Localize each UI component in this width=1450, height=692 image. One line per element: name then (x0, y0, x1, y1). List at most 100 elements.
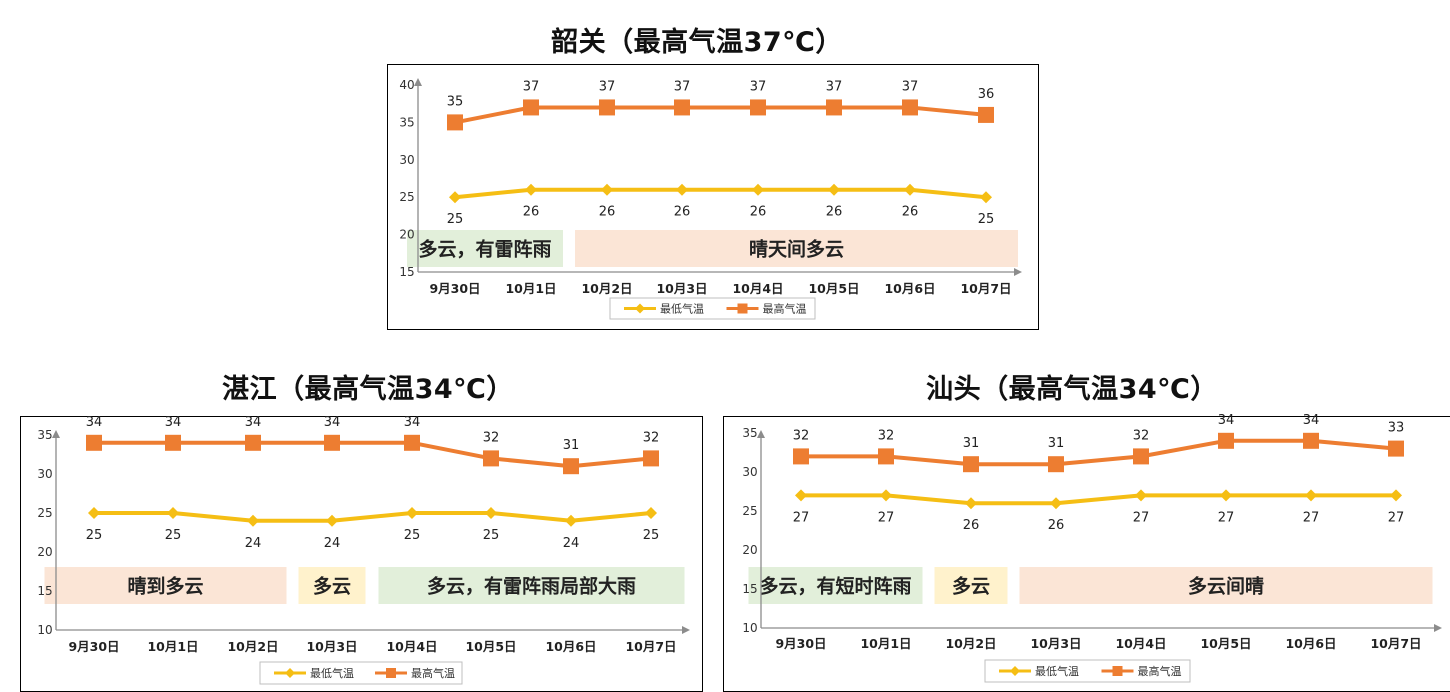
data-label: 32 (643, 430, 660, 445)
weather-band-bg (298, 567, 366, 604)
y-axis-arrow (52, 430, 60, 438)
y-tick-label: 30 (399, 153, 414, 167)
data-label: 25 (978, 212, 995, 227)
data-point (406, 507, 418, 519)
y-tick-label: 15 (37, 584, 52, 598)
weather-band-label: 多云，有雷阵雨局部大雨 (427, 575, 636, 598)
legend-item: 最低气温 (274, 666, 354, 680)
series-line (801, 438, 1397, 467)
data-point (449, 191, 461, 204)
x-tick-label: 10月4日 (386, 639, 437, 654)
data-point (167, 507, 179, 519)
data-point (965, 497, 977, 510)
data-point (752, 183, 764, 196)
data-label: 24 (324, 536, 341, 551)
x-axis-arrow (1434, 624, 1442, 632)
data-point (245, 434, 261, 451)
data-label: 26 (826, 205, 843, 220)
legend-label: 最低气温 (660, 302, 704, 316)
legend-item: 最低气温 (624, 302, 704, 316)
data-label: 26 (674, 205, 691, 220)
series-min-temp: 27 27 26 26 27 27 27 27 (793, 489, 1404, 533)
legend-box (609, 297, 816, 320)
legend-marker (737, 303, 748, 314)
data-point (645, 507, 657, 519)
data-label: 26 (523, 205, 540, 220)
series-line (454, 105, 987, 125)
weather-band-label: 多云 (313, 575, 351, 598)
data-point (1050, 497, 1062, 510)
data-label: 32 (793, 428, 810, 443)
data-point (86, 434, 102, 451)
weather-band: 多云，有雷阵雨 (407, 230, 563, 267)
legend-label: 最高气温 (763, 302, 807, 316)
data-label: 27 (878, 510, 895, 525)
data-label: 37 (826, 79, 843, 94)
data-point (878, 448, 894, 465)
data-label: 25 (483, 528, 500, 543)
weather-band-bg (934, 567, 1008, 604)
x-axis-arrow (1014, 268, 1022, 276)
y-tick-label: 35 (742, 426, 757, 440)
weather-band: 多云 (934, 567, 1008, 604)
data-label: 25 (404, 528, 421, 543)
data-point (1135, 489, 1147, 502)
data-point (404, 434, 420, 451)
x-tick-label: 10月6日 (884, 281, 935, 296)
weather-band-bg (44, 567, 287, 604)
data-label: 37 (902, 79, 919, 94)
data-label: 27 (1133, 510, 1150, 525)
y-axis-arrow (414, 78, 422, 86)
y-tick-label: 10 (37, 623, 52, 637)
data-point (1048, 456, 1064, 473)
y-tick-label: 25 (742, 504, 757, 518)
weather-band-label: 多云，有短时阵雨 (759, 575, 911, 598)
data-point (1218, 432, 1234, 449)
data-point (978, 106, 994, 123)
data-point (676, 183, 688, 196)
data-point (326, 514, 338, 527)
data-label: 31 (563, 438, 580, 453)
x-tick-label: 10月5日 (465, 639, 516, 654)
y-tick-label: 30 (37, 467, 52, 481)
x-tick-label: 10月6日 (1285, 636, 1336, 651)
legend-label: 最低气温 (310, 666, 354, 680)
legend-marker (1010, 666, 1020, 676)
weather-band: 晴到多云 (44, 567, 287, 604)
legend-marker (285, 668, 295, 678)
data-point (1133, 448, 1149, 465)
weather-band-label: 晴天间多云 (749, 238, 844, 261)
series-line (454, 187, 987, 200)
y-tick-label: 15 (399, 265, 414, 279)
y-tick-label: 25 (399, 190, 414, 204)
y-tick-label: 15 (742, 582, 757, 596)
data-label: 32 (878, 428, 895, 443)
data-label: 37 (523, 79, 540, 94)
y-tick-label: 40 (399, 78, 414, 92)
series-line (94, 440, 652, 469)
data-label: 26 (902, 205, 919, 220)
data-point (483, 450, 499, 467)
data-point (1388, 440, 1404, 457)
data-label: 26 (1048, 518, 1065, 533)
x-tick-label: 10月2日 (945, 636, 996, 651)
data-label: 34 (165, 415, 182, 430)
data-label: 37 (674, 79, 691, 94)
data-point (795, 489, 807, 502)
data-label: 26 (963, 518, 980, 533)
y-axis-arrow (757, 430, 765, 438)
weather-band-bg (407, 230, 563, 267)
data-point (523, 99, 539, 116)
y-tick-label: 20 (37, 545, 52, 559)
data-point (904, 183, 916, 196)
data-point (1305, 489, 1317, 502)
legend-item: 最高气温 (1101, 664, 1182, 678)
y-tick-label: 10 (742, 621, 757, 635)
x-tick-label: 10月3日 (656, 281, 707, 296)
data-point (599, 99, 615, 116)
x-tick-label: 10月3日 (1030, 636, 1081, 651)
data-label: 35 (447, 94, 464, 109)
data-label: 34 (1303, 413, 1320, 428)
series-line (94, 511, 652, 523)
